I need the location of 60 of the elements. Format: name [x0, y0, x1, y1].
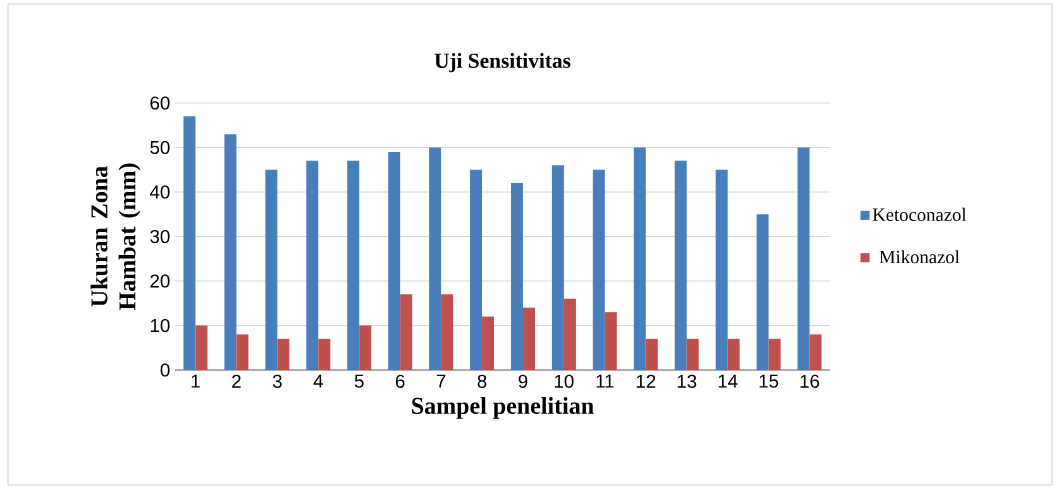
bar	[715, 169, 728, 370]
y-tick-label: 20	[150, 274, 170, 288]
bar	[604, 312, 617, 370]
x-tick-label: 14	[718, 374, 738, 388]
bar	[809, 334, 822, 370]
legend-label: Mikonazol	[879, 250, 960, 264]
x-tick-label: 4	[313, 374, 323, 388]
bar	[429, 147, 442, 370]
x-tick-label: 1	[191, 374, 200, 388]
bar	[797, 147, 810, 370]
x-tick-label: 11	[596, 374, 614, 388]
bar	[768, 338, 781, 370]
y-tick-label: 40	[149, 185, 170, 199]
bar	[265, 169, 278, 370]
chart-title: Uji Sensitivitas	[434, 52, 571, 73]
y-tick-label: 0	[160, 363, 170, 377]
bar	[686, 338, 699, 370]
x-tick-label: 10	[554, 374, 574, 388]
bar	[645, 338, 658, 370]
x-tick-label: 6	[395, 374, 405, 388]
x-tick-label: 12	[636, 374, 656, 388]
x-tick-label: 9	[518, 374, 528, 388]
y-tick-label: 60	[150, 96, 170, 110]
bar	[563, 298, 576, 370]
bar	[756, 214, 769, 370]
bar	[183, 116, 196, 370]
y-tick-label: 10	[150, 318, 170, 333]
bar	[551, 165, 564, 370]
bar	[633, 147, 646, 370]
x-tick-label: 8	[477, 374, 487, 388]
x-tick-label: 2	[232, 374, 241, 388]
bar	[592, 169, 605, 370]
bar	[236, 334, 249, 370]
legend-label: Ketoconazol	[872, 207, 967, 222]
y-axis-title: Ukuran Zona Hambat (mm)	[90, 163, 141, 311]
bar	[482, 316, 495, 370]
bar	[306, 160, 319, 370]
bar	[727, 338, 740, 370]
bar	[388, 151, 401, 370]
x-tick-label: 5	[354, 374, 364, 388]
bar	[359, 325, 372, 370]
x-axis-title: Sampel penelitian	[412, 397, 594, 419]
bar	[441, 294, 454, 370]
bar	[277, 338, 290, 370]
y-tick-label: 50	[150, 140, 170, 155]
bar	[674, 160, 687, 370]
x-tick-label: 3	[272, 374, 282, 388]
bar	[347, 160, 360, 370]
bar	[522, 307, 535, 370]
x-tick-label: 13	[677, 374, 697, 388]
bar	[400, 294, 413, 370]
bar	[510, 183, 523, 370]
x-tick-label: 15	[759, 374, 779, 388]
y-tick-label: 30	[150, 229, 170, 244]
x-tick-label: 16	[800, 374, 820, 388]
bar	[224, 134, 237, 370]
bar	[470, 169, 483, 370]
bar	[318, 338, 331, 370]
x-tick-label: 7	[436, 374, 446, 388]
bar	[195, 325, 208, 370]
